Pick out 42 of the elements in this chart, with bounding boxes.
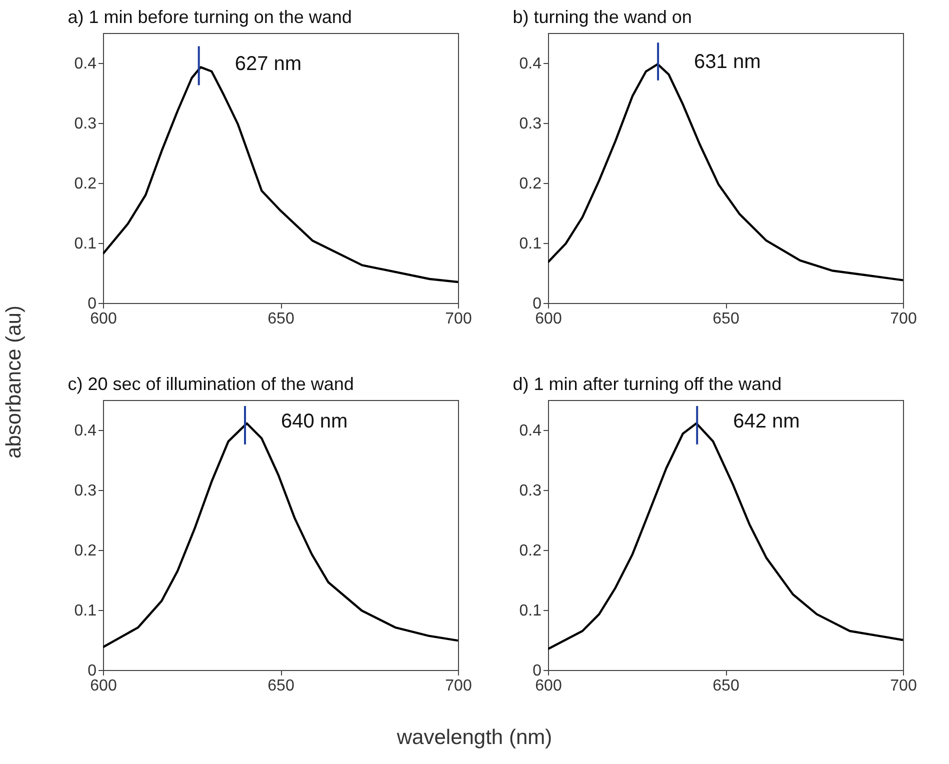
y-tick-label: 0.2: [519, 542, 542, 560]
y-tick-label: 0.3: [519, 482, 542, 500]
y-tick-label: 0.1: [519, 602, 542, 620]
x-tick-label: 700: [445, 678, 472, 694]
x-tick-label: 700: [445, 310, 472, 328]
y-tick-label: 0.1: [519, 236, 542, 252]
y-tick-label: 0: [88, 296, 97, 312]
y-tick-label: 0.2: [74, 176, 97, 192]
x-axis-title: wavelength (nm): [396, 726, 554, 750]
annotation: 640 nm: [281, 410, 348, 432]
x-tick-label: 600: [90, 310, 117, 328]
x-tick-label: 600: [535, 310, 562, 328]
chart-title: b) turning the wand on: [512, 7, 692, 27]
y-axis-title: absorbance (au): [2, 306, 26, 458]
y-tick-label: 0.3: [74, 116, 97, 132]
x-tick-label: 700: [890, 678, 917, 694]
y-tick-label: 0.1: [74, 602, 97, 620]
y-tick-label: 0.3: [519, 116, 542, 132]
y-tick-label: 0.4: [519, 422, 542, 440]
annotation: 631 nm: [694, 51, 761, 74]
chart-title: d) 1 min after turning off the wand: [512, 374, 782, 394]
y-tick-label: 0.2: [74, 542, 97, 560]
y-tick-label: 0: [88, 662, 97, 680]
y-tick-label: 0: [532, 296, 542, 312]
y-tick-label: 0.4: [74, 56, 97, 72]
y-tick-label: 0.4: [519, 56, 542, 72]
chart-title: c) 20 sec of illumination of the wand: [68, 374, 354, 394]
y-tick-label: 0.2: [519, 176, 542, 192]
chart-title: a) 1 min before turning on the wand: [68, 7, 352, 27]
x-tick-label: 700: [890, 310, 917, 328]
x-tick-label: 650: [712, 678, 740, 694]
annotation: 642 nm: [733, 410, 800, 432]
y-tick-label: 0.4: [74, 422, 97, 440]
y-tick-label: 0: [532, 662, 542, 680]
x-tick-label: 650: [268, 310, 294, 328]
y-tick-label: 0.1: [74, 236, 97, 252]
x-tick-label: 600: [535, 678, 562, 694]
annotation: 627 nm: [234, 53, 302, 75]
x-tick-label: 650: [712, 310, 740, 328]
y-tick-label: 0.3: [74, 482, 97, 500]
x-tick-label: 650: [268, 678, 294, 694]
x-tick-label: 600: [90, 678, 117, 694]
